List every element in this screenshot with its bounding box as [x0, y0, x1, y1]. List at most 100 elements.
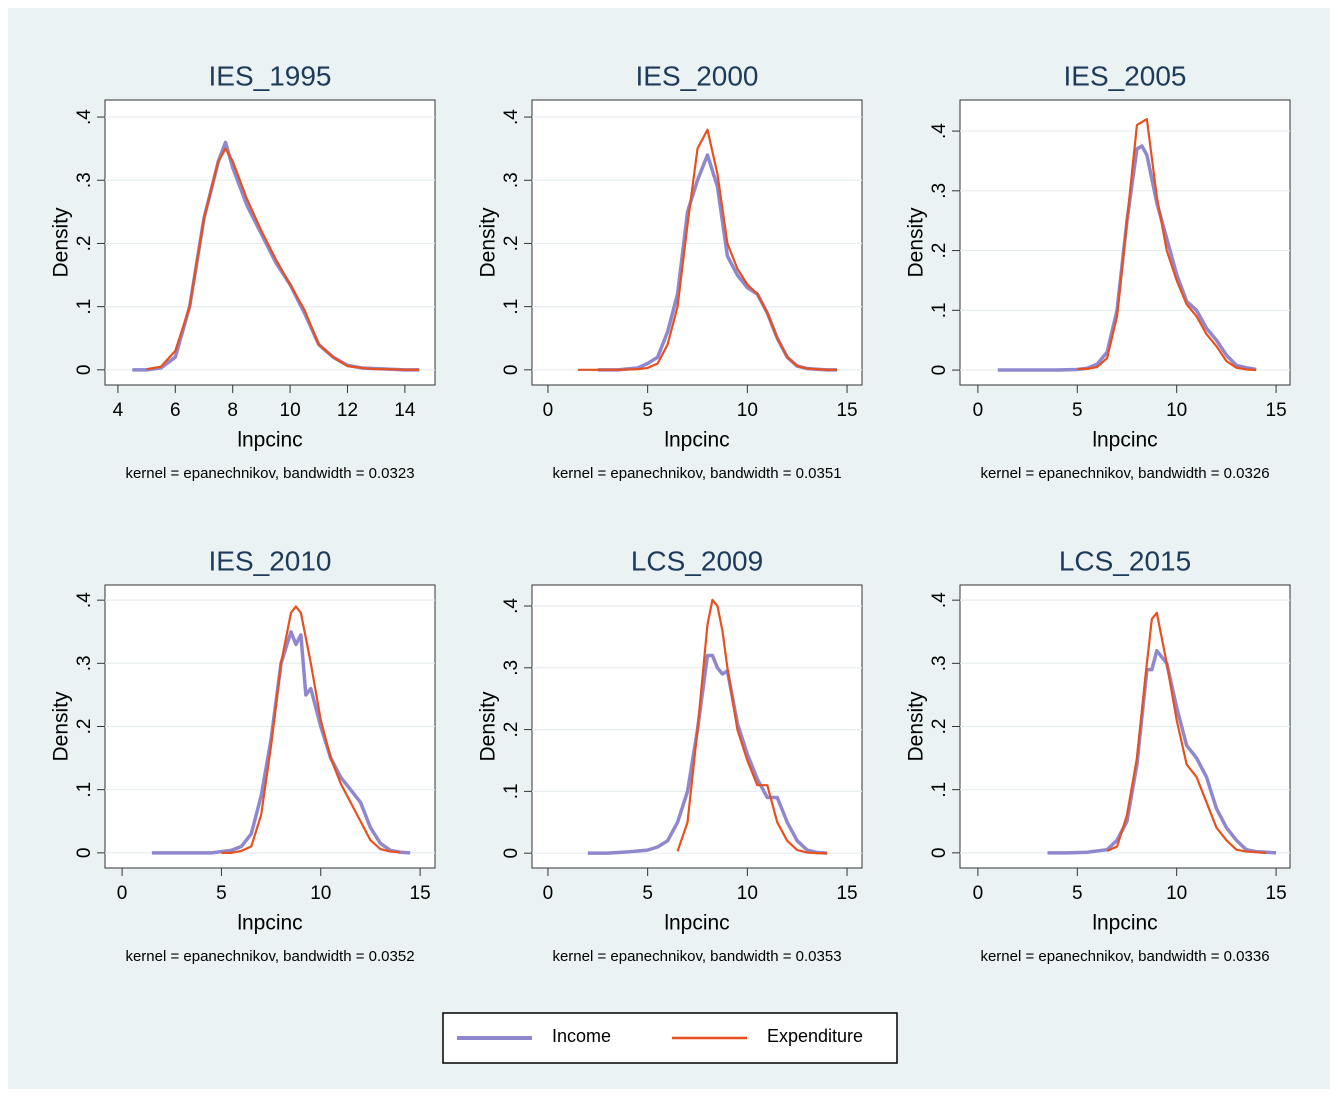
- x-tick-label: 10: [1166, 400, 1187, 421]
- x-tick-label: 15: [1266, 400, 1287, 421]
- y-tick-label: .2: [929, 719, 950, 735]
- x-tick-label: 4: [113, 400, 124, 421]
- x-tick-label: 5: [642, 400, 653, 421]
- panel-title: IES_2000: [636, 60, 759, 91]
- density-line: [997, 144, 1257, 372]
- y-tick-label: .4: [74, 109, 95, 125]
- y-axis-title: Density: [50, 691, 73, 762]
- y-tick-label: .2: [74, 236, 95, 252]
- y-tick-label: .3: [501, 660, 522, 676]
- y-tick-label: .3: [74, 172, 95, 188]
- y-axis-title: Density: [477, 691, 500, 762]
- y-tick-label: .1: [501, 299, 522, 315]
- x-tick-label: 0: [117, 883, 128, 904]
- note: kernel = epanechnikov, bandwidth = 0.032…: [125, 465, 414, 482]
- x-tick-label: 5: [216, 883, 227, 904]
- x-tick-label: 15: [410, 883, 431, 904]
- panel: LCS_2015 0 .1 .2 .3 .4 0 5 10 15 Density lnpcinc ker…: [905, 545, 1291, 965]
- x-tick-label: 10: [1166, 883, 1187, 904]
- y-tick-label: .4: [929, 123, 950, 139]
- x-tick-label: 5: [1072, 883, 1083, 904]
- density-line: [1077, 118, 1257, 372]
- x-axis-title: lnpcinc: [1092, 429, 1157, 452]
- y-tick-label: .2: [501, 236, 522, 252]
- x-tick-label: 8: [227, 400, 238, 421]
- panel-title: LCS_2015: [1059, 545, 1191, 576]
- panels: IES_1995 0 .1 .2 .3 .4 4 6 8 10 12 14 Density lnpcinc…: [50, 60, 1291, 965]
- x-tick-label: 15: [836, 400, 857, 421]
- y-axis-title: Density: [905, 691, 928, 762]
- y-tick-label: .2: [74, 719, 95, 735]
- y-tick-label: 0: [929, 365, 950, 376]
- density-line: [1106, 611, 1267, 854]
- x-axis-title: lnpcinc: [664, 429, 729, 452]
- panel: IES_2005 0 .1 .2 .3 .4 0 5 10 15 Density lnpcinc ker…: [905, 60, 1291, 482]
- panel-title: IES_2005: [1064, 60, 1187, 91]
- y-tick-label: .4: [501, 109, 522, 125]
- y-axis-title: Density: [50, 207, 73, 278]
- y-tick-label: .1: [74, 782, 95, 798]
- x-axis-title: lnpcinc: [237, 429, 302, 452]
- y-tick-label: .1: [929, 782, 950, 798]
- panel-title: IES_1995: [209, 60, 332, 91]
- legend-label: Income: [552, 1026, 611, 1046]
- density-line: [146, 147, 420, 371]
- x-tick-label: 0: [973, 883, 984, 904]
- panel: LCS_2009 0 .1 .2 .3 .4 0 5 10 15 Density lnpcinc ker…: [477, 545, 863, 965]
- y-tick-label: 0: [74, 848, 95, 859]
- panel-title: LCS_2009: [631, 545, 763, 576]
- x-tick-label: 5: [642, 883, 653, 904]
- x-tick-label: 0: [973, 400, 984, 421]
- x-tick-label: 5: [1072, 400, 1083, 421]
- x-tick-label: 6: [170, 400, 181, 421]
- x-axis-title: lnpcinc: [237, 912, 302, 935]
- density-line: [676, 598, 828, 855]
- panel-title: IES_2010: [209, 545, 332, 576]
- y-tick-label: .3: [929, 183, 950, 199]
- y-tick-label: .3: [929, 655, 950, 671]
- x-tick-label: 10: [310, 883, 331, 904]
- x-tick-label: 10: [737, 883, 758, 904]
- x-tick-label: 0: [543, 883, 554, 904]
- x-axis-title: lnpcinc: [664, 912, 729, 935]
- x-tick-label: 10: [280, 400, 301, 421]
- x-axis-title: lnpcinc: [1092, 912, 1157, 935]
- legend: Income Expenditure: [442, 1012, 898, 1064]
- y-tick-label: 0: [501, 365, 522, 376]
- y-tick-label: .4: [74, 592, 95, 608]
- y-tick-label: .2: [929, 243, 950, 259]
- panel: IES_2000 0 .1 .2 .3 .4 0 5 10 15 Density lnpcinc ker…: [477, 60, 863, 482]
- y-tick-label: 0: [74, 365, 95, 376]
- x-tick-label: 15: [836, 883, 857, 904]
- note: kernel = epanechnikov, bandwidth = 0.032…: [980, 465, 1269, 482]
- x-tick-label: 10: [737, 400, 758, 421]
- panel: IES_1995 0 .1 .2 .3 .4 4 6 8 10 12 14 Density lnpcinc…: [50, 60, 436, 482]
- plot-area: [104, 99, 436, 386]
- density-line: [151, 630, 411, 855]
- x-tick-label: 14: [394, 400, 416, 421]
- note: kernel = epanechnikov, bandwidth = 0.035…: [552, 465, 841, 482]
- y-tick-label: .1: [929, 302, 950, 318]
- x-tick-label: 12: [337, 400, 358, 421]
- y-axis-title: Density: [905, 207, 928, 278]
- note: kernel = epanechnikov, bandwidth = 0.033…: [980, 948, 1269, 965]
- density-line: [587, 653, 828, 855]
- note: kernel = epanechnikov, bandwidth = 0.035…: [552, 948, 841, 965]
- y-tick-label: .4: [929, 592, 950, 608]
- y-axis-title: Density: [477, 207, 500, 278]
- y-tick-label: .1: [501, 783, 522, 799]
- plot-area: [531, 99, 863, 386]
- y-tick-label: .3: [74, 655, 95, 671]
- density-line: [221, 605, 401, 854]
- note: kernel = epanechnikov, bandwidth = 0.035…: [125, 948, 414, 965]
- density-line: [577, 128, 838, 371]
- y-tick-label: 0: [501, 848, 522, 859]
- y-tick-label: .3: [501, 172, 522, 188]
- panel: IES_2010 0 .1 .2 .3 .4 0 5 10 15 Density lnpcinc ker…: [50, 545, 436, 965]
- x-tick-label: 0: [543, 400, 554, 421]
- y-tick-label: .2: [501, 722, 522, 738]
- x-tick-label: 15: [1266, 883, 1287, 904]
- y-tick-label: .1: [74, 299, 95, 315]
